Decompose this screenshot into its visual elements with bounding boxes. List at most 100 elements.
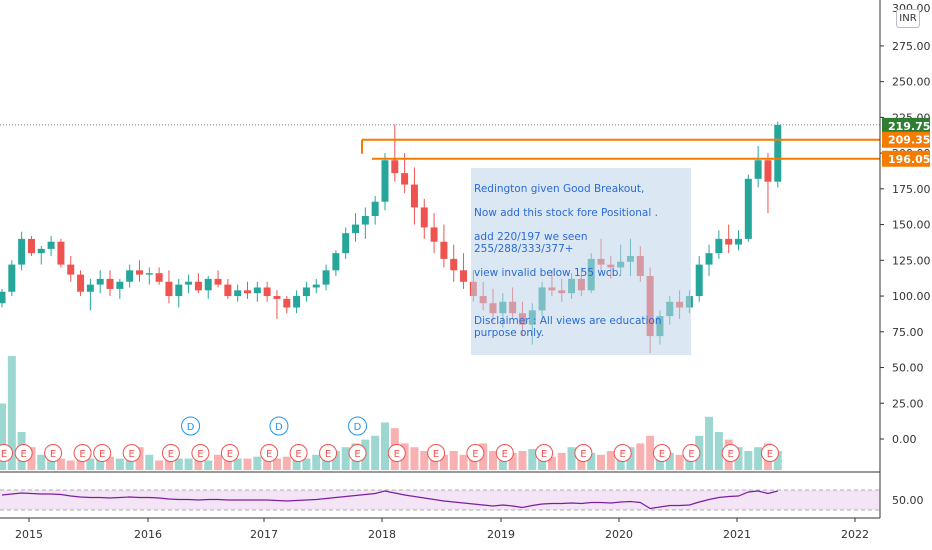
- volume-bar: [194, 460, 203, 470]
- candle: [106, 270, 114, 297]
- earnings-marker: E: [495, 444, 514, 462]
- candle-body: [764, 160, 772, 182]
- candle: [135, 260, 143, 282]
- candle-body: [440, 241, 448, 259]
- volume-bar: [646, 435, 655, 470]
- candle-body: [293, 296, 301, 308]
- candle-body: [705, 253, 713, 265]
- volume-bar: [331, 451, 340, 470]
- annotation-line-2: Now add this stock fore Positional .: [474, 207, 658, 219]
- price-tick-label: 25.00: [892, 397, 924, 410]
- volume-bar: [518, 451, 527, 470]
- volume-bar: [626, 447, 635, 470]
- earnings-marker-label: E: [502, 449, 508, 460]
- candle-body: [715, 238, 723, 254]
- time-tick-label: 2016: [134, 528, 162, 541]
- earnings-marker-circle: [122, 444, 141, 462]
- candle: [312, 278, 320, 294]
- volume-bar: [56, 458, 65, 470]
- earnings-marker: E: [220, 444, 239, 462]
- earnings-marker-label: E: [580, 449, 586, 460]
- earnings-marker-circle: [682, 444, 701, 462]
- candle-body: [86, 284, 94, 292]
- earnings-marker-circle: [220, 444, 239, 462]
- candle-body: [253, 287, 261, 294]
- dividend-marker: D: [348, 416, 368, 436]
- volume-bar: [380, 422, 389, 470]
- candle-body: [214, 278, 222, 285]
- candle-body: [135, 270, 143, 275]
- candle-body: [204, 278, 212, 291]
- earnings-marker-circle: [652, 444, 671, 462]
- earnings-marker-circle: [760, 444, 779, 462]
- candle-body: [155, 273, 163, 282]
- candle-body: [450, 258, 458, 271]
- price-tick-label: 0.00: [892, 433, 917, 446]
- candle: [77, 270, 85, 297]
- candle: [263, 281, 271, 302]
- candle: [67, 256, 75, 282]
- candle-body: [420, 207, 428, 228]
- volume-bar: [489, 451, 497, 470]
- price-tick-label: 150.00: [892, 219, 931, 232]
- volume-bar: [341, 447, 350, 470]
- candle-body: [194, 281, 202, 291]
- earnings-marker-circle: [495, 444, 514, 462]
- volume-bar: [125, 460, 134, 470]
- dividend-marker: D: [181, 416, 201, 436]
- candle: [96, 270, 104, 294]
- level-price-label: 196.05: [882, 150, 930, 167]
- rsi-pane: [0, 489, 880, 511]
- volume-bar: [773, 451, 782, 470]
- candle: [185, 274, 193, 294]
- volume-bar: [155, 460, 164, 470]
- earnings-marker-label: E: [325, 449, 331, 460]
- volume-bar: [86, 458, 95, 470]
- volume-bar: [223, 460, 232, 470]
- horizontal-levels[interactable]: [361, 138, 880, 160]
- time-tick-label: 2019: [487, 528, 515, 541]
- candle-body: [401, 173, 409, 185]
- candle-body: [263, 287, 271, 297]
- time-tick-label: 2020: [605, 528, 633, 541]
- candle-body: [283, 298, 291, 308]
- level-price-value: 196.05: [888, 153, 930, 166]
- volume-bar: [439, 454, 448, 470]
- annotation-box[interactable]: Redington given Good Breakout, Now add t…: [471, 168, 691, 355]
- dividend-marker-label: D: [354, 422, 362, 433]
- level-price-label-bg: [882, 131, 930, 148]
- candle-body: [381, 160, 389, 202]
- earnings-marker-circle: [613, 444, 632, 462]
- earnings-marker-label: E: [767, 449, 773, 460]
- volume-bar: [705, 416, 714, 470]
- candle-body: [273, 296, 281, 299]
- candle: [273, 290, 281, 319]
- earnings-marker-circle: [721, 444, 740, 462]
- dividend-marker: D: [269, 416, 289, 436]
- candle: [37, 246, 45, 265]
- volume-bar: [135, 447, 144, 470]
- candle: [725, 224, 733, 254]
- currency-badge[interactable]: INR: [896, 9, 920, 28]
- candle-body: [695, 264, 703, 297]
- level-price-label: 209.35: [882, 131, 930, 148]
- candle: [155, 267, 163, 285]
- candle: [352, 213, 360, 242]
- candle: [754, 145, 762, 188]
- volume-bar: [754, 447, 763, 470]
- volume-bar: [420, 451, 429, 470]
- candle-body: [77, 274, 85, 292]
- earnings-marker: E: [721, 444, 740, 462]
- candle-body: [47, 241, 55, 249]
- earnings-marker-label: E: [266, 449, 272, 460]
- earnings-marker: E: [760, 444, 779, 462]
- volume-bar: [449, 451, 458, 470]
- candle-body: [735, 238, 742, 245]
- candle: [18, 231, 26, 271]
- volume-bar: [243, 458, 252, 470]
- earnings-marker-circle: [348, 444, 367, 462]
- price-tick-label: 75.00: [892, 326, 924, 339]
- candle-body: [67, 264, 75, 275]
- event-markers[interactable]: E E E E E E E E E E E E E E E E E E E E E E E E D D D: [0, 416, 779, 462]
